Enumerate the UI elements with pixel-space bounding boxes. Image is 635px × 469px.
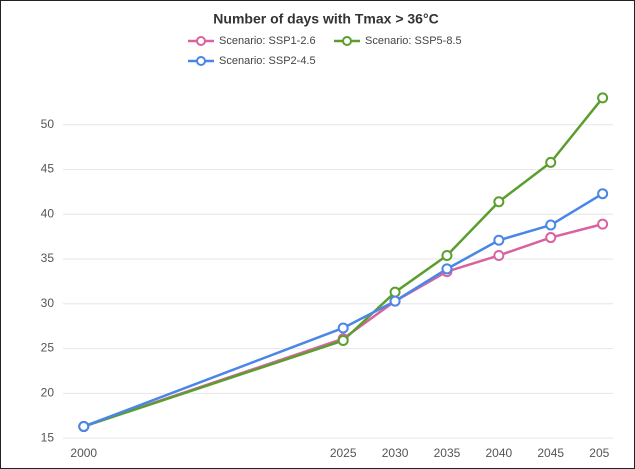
- x-tick-label: 2050: [589, 446, 616, 460]
- y-tick-label: 50: [41, 117, 55, 131]
- legend-label: Scenario: SSP5-8.5: [365, 35, 462, 47]
- x-tick-label: 2040: [485, 446, 512, 460]
- data-point: [493, 249, 505, 261]
- series-line: [83, 192, 604, 428]
- data-point: [337, 322, 349, 334]
- data-point: [597, 218, 609, 230]
- y-tick-label: 40: [41, 206, 55, 220]
- legend-marker: [196, 36, 206, 46]
- legend-label: Scenario: SSP1-2.6: [219, 35, 316, 47]
- legend-marker: [342, 36, 352, 46]
- data-point: [545, 219, 557, 231]
- legend-label: Scenario: SSP2-4.5: [219, 55, 316, 67]
- data-point: [597, 92, 609, 104]
- y-tick-label: 20: [41, 386, 55, 400]
- x-axis-labels: 2000 2025 2030 2035 2040 2045 2050: [70, 446, 616, 460]
- x-tick-label: 2025: [330, 446, 357, 460]
- data-point: [493, 196, 505, 208]
- x-tick-label: 2030: [382, 446, 409, 460]
- y-tick-label: 15: [41, 430, 55, 444]
- data-point: [389, 295, 401, 307]
- data-point: [441, 249, 453, 261]
- y-tick-label: 35: [41, 251, 55, 265]
- legend-marker: [196, 56, 206, 66]
- data-point: [597, 188, 609, 200]
- x-tick-label: 2035: [434, 446, 461, 460]
- data-point: [78, 420, 90, 432]
- x-tick-label: 2000: [70, 446, 97, 460]
- data-point: [493, 234, 505, 246]
- y-tick-label: 25: [41, 341, 55, 355]
- data-point: [389, 286, 401, 298]
- data-point: [337, 335, 349, 347]
- data-point: [545, 232, 557, 244]
- chart-title: Number of days with Tmax > 36°C: [213, 11, 438, 27]
- y-tick-label: 30: [41, 296, 55, 310]
- data-point: [441, 263, 453, 275]
- y-tick-label: 45: [41, 162, 55, 176]
- series-line: [83, 97, 604, 428]
- x-tick-label: 2045: [537, 446, 564, 460]
- data-point: [545, 156, 557, 168]
